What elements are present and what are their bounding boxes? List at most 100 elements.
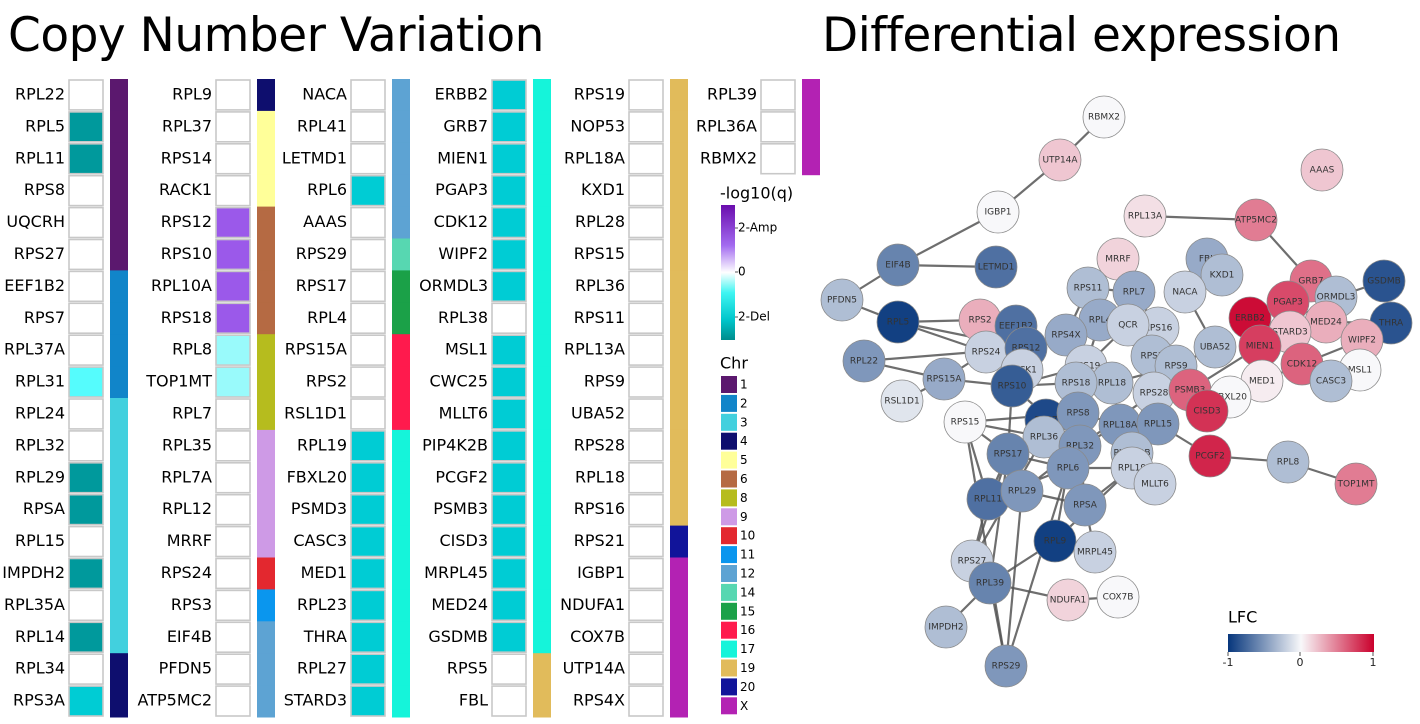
gene-label: ATP5MC2: [138, 691, 212, 710]
network-node: [1046, 446, 1090, 490]
chr-bar-segment: [110, 366, 128, 399]
chr-bar-segment: [670, 302, 688, 335]
gene-label: RBMX2: [700, 148, 757, 167]
chr-bar-segment: [392, 557, 410, 590]
lfc-legend-title: LFC: [1228, 608, 1257, 627]
network-node-label: RPL18A: [1103, 421, 1138, 431]
chr-bar-segment: [110, 589, 128, 622]
cnv-cell: [350, 174, 386, 207]
network-node: [1106, 303, 1150, 347]
gene-label: MRPL45: [424, 563, 488, 582]
network-node-label: ERBB2: [1235, 314, 1265, 324]
chr-bar-segment: [533, 589, 551, 622]
gene-label: RPS5: [447, 659, 488, 678]
cnv-cell: [491, 430, 527, 462]
network-node: [1096, 575, 1140, 619]
chr-legend-swatch: [721, 432, 737, 450]
chr-bar-segment: [670, 557, 688, 590]
gene-label: CWC25: [429, 372, 488, 391]
chr-bar-segment: [670, 142, 688, 176]
cnv-cell: [628, 557, 664, 590]
gene-label: MED1: [301, 563, 347, 582]
chr-bar-segment: [533, 302, 551, 335]
cnv-cell: [491, 206, 527, 239]
cnv-cell: [350, 461, 386, 494]
chr-bar-segment: [533, 79, 551, 112]
chr-bar-segment: [110, 429, 128, 463]
gene-label: MSL1: [445, 340, 488, 359]
chr-legend-swatch: [721, 451, 737, 469]
chr-bar-segment: [533, 366, 551, 399]
network-node: [1188, 434, 1232, 478]
chr-bar-segment: [670, 79, 688, 112]
cnv-cell: [68, 238, 104, 271]
chr-bar-segment: [257, 429, 275, 463]
chr-bar-segment: [392, 589, 410, 622]
cnv-cell: [491, 79, 527, 111]
network-node: [1082, 95, 1126, 139]
gene-label: RPS21: [574, 531, 625, 550]
chr-bar-segment: [670, 334, 688, 367]
chr-bar-segment: [533, 206, 551, 239]
chr-legend-label: 19: [740, 661, 755, 675]
gene-label: RPL4: [307, 308, 347, 327]
cnv-cell: [628, 79, 664, 111]
chr-bar-segment: [392, 429, 410, 463]
gene-label: RPL8: [172, 340, 212, 359]
cnv-cell: [760, 111, 796, 143]
cnv-cell: [491, 557, 527, 590]
cnv-cell: [350, 143, 386, 175]
cnv-cell: [628, 111, 664, 143]
chr-legend-swatch: [721, 470, 737, 488]
gene-label: RACK1: [159, 180, 212, 199]
chr-legend-label: 15: [740, 604, 755, 618]
gene-label: RPS24: [161, 563, 212, 582]
q-legend-colorbar: [721, 205, 735, 340]
gene-label: MRRF: [167, 531, 212, 550]
network-node: [1200, 253, 1244, 297]
network-node-label: RPS27: [958, 557, 987, 567]
cnv-cell: [215, 430, 251, 462]
gene-label: RPL35: [162, 435, 212, 454]
chr-bar-segment: [257, 334, 275, 367]
gene-label: RPL34: [15, 659, 65, 678]
chr-bar-segment: [110, 461, 128, 495]
network-node-label: RPSA: [1073, 501, 1098, 511]
network-node: [1163, 270, 1207, 314]
chr-legend-label: 9: [740, 510, 748, 524]
chr-bar-segment: [392, 79, 410, 112]
network-node-label: CASC3: [1316, 377, 1346, 387]
cnv-cell: [350, 493, 386, 526]
network-edge: [1004, 467, 1070, 667]
gene-label: RPL12: [162, 499, 212, 518]
gene-label: UQCRH: [6, 212, 65, 231]
cnv-cell: [68, 525, 104, 558]
chr-bar-segment: [257, 79, 275, 112]
network-node: [974, 245, 1018, 289]
network-node-label: THRA: [1378, 319, 1404, 329]
cnv-cell: [491, 366, 527, 398]
gene-label: IGBP1: [577, 563, 625, 582]
network-node-label: RPL18: [1098, 379, 1126, 389]
gene-label: EIF4B: [167, 627, 212, 646]
gene-label: RPL41: [297, 116, 347, 135]
chr-bar-segment: [392, 685, 410, 718]
network-node-label: RBMX2: [1088, 113, 1120, 123]
chr-legend-swatch: [721, 697, 737, 715]
network-node-label: FBL: [1199, 255, 1215, 265]
cnv-cell: [215, 621, 251, 653]
network-node-label: RPS15A: [926, 375, 962, 385]
chr-legend-swatch: [721, 508, 737, 526]
cnv-cell: [350, 589, 386, 622]
cnv-cell: [350, 525, 386, 558]
gene-label: FBL: [459, 691, 488, 710]
chr-bar-segment: [110, 493, 128, 527]
chr-bar-segment: [802, 142, 820, 176]
network-node-label: PSMB3: [1175, 386, 1206, 396]
cnv-cell: [215, 79, 251, 111]
chr-bar-segment: [257, 206, 275, 239]
gene-label: RPS3A: [13, 691, 65, 710]
network-node-label: PGAP3: [1273, 298, 1303, 308]
chr-legend-label: 16: [740, 623, 755, 637]
network-edge: [963, 421, 1008, 667]
